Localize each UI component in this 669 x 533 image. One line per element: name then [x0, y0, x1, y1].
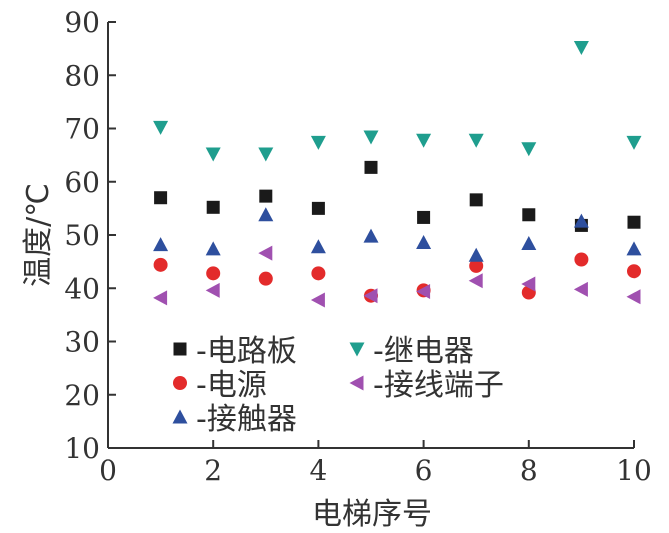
- data-point: [626, 241, 642, 256]
- y-tick-label: 50: [64, 219, 100, 252]
- x-tick-label: 10: [616, 454, 652, 487]
- legend-label: -继电器: [373, 334, 474, 369]
- y-axis-label: 温度/℃: [21, 183, 56, 287]
- y-tick-label: 70: [64, 113, 100, 146]
- data-point: [154, 191, 168, 205]
- data-point: [416, 234, 432, 249]
- data-point: [259, 189, 273, 203]
- legend: -电路板 -继电器 -电源 -接线端子 -接触器: [172, 334, 504, 437]
- data-point: [626, 135, 642, 150]
- data-point: [258, 147, 274, 162]
- data-point: [468, 247, 484, 262]
- legend-marker: [349, 342, 365, 357]
- data-points: [153, 41, 642, 308]
- x-axis-label: 电梯序号: [312, 497, 432, 532]
- data-point: [468, 133, 484, 148]
- data-point: [258, 271, 273, 286]
- data-point: [627, 215, 641, 229]
- x-tick-label: 6: [415, 454, 433, 487]
- data-point: [205, 241, 221, 256]
- data-point: [153, 120, 169, 135]
- data-point: [627, 264, 641, 279]
- data-point: [521, 142, 537, 157]
- data-point: [205, 147, 221, 162]
- data-point: [363, 130, 379, 145]
- legend-label: -电路板: [196, 334, 297, 369]
- data-point: [364, 160, 378, 174]
- data-point: [310, 239, 326, 254]
- x-tick-label: 2: [204, 454, 222, 487]
- legend-marker: [173, 342, 187, 356]
- data-point: [573, 213, 589, 228]
- x-tick-label: 4: [309, 454, 327, 487]
- data-point: [363, 228, 379, 243]
- data-point: [416, 133, 432, 148]
- legend-label: -接线端子: [373, 368, 504, 403]
- data-point: [258, 245, 273, 261]
- y-tick-label: 80: [64, 59, 100, 92]
- data-point: [153, 257, 168, 272]
- x-tick-label: 8: [520, 454, 538, 487]
- y-tick-label: 90: [64, 6, 100, 39]
- data-point: [468, 273, 483, 289]
- data-point: [310, 292, 325, 308]
- data-point: [311, 266, 326, 281]
- y-tick-labels: 10 20 30 40 50 60 70 80 90: [64, 6, 100, 465]
- legend-label: -接触器: [196, 402, 297, 437]
- legend-marker: [349, 375, 364, 391]
- data-point: [626, 289, 641, 305]
- legend-marker: [172, 409, 188, 424]
- legend-marker: [173, 376, 187, 390]
- x-tick-labels: 0 2 4 6 8 10: [99, 454, 652, 487]
- y-tick-label: 60: [64, 166, 100, 199]
- data-point: [205, 282, 220, 298]
- data-point: [521, 276, 536, 292]
- data-point: [363, 288, 378, 304]
- y-tick-label: 10: [64, 432, 100, 465]
- data-point: [416, 283, 431, 299]
- x-tick-label: 0: [99, 454, 117, 487]
- data-point: [206, 266, 221, 281]
- data-point: [469, 193, 483, 207]
- legend-label: -电源: [196, 368, 267, 403]
- axes: [107, 21, 635, 449]
- data-point: [469, 258, 484, 273]
- data-point: [417, 210, 431, 224]
- data-point: [311, 201, 325, 215]
- y-tick-label: 40: [64, 272, 100, 305]
- data-point: [522, 208, 536, 222]
- y-tick-label: 20: [64, 379, 100, 412]
- data-point: [573, 281, 588, 297]
- data-point: [206, 200, 220, 214]
- y-tick-label: 30: [64, 326, 100, 359]
- data-point: [153, 237, 169, 252]
- data-point: [573, 41, 589, 56]
- data-point: [574, 252, 589, 267]
- data-point: [153, 290, 168, 306]
- data-point: [521, 236, 537, 251]
- data-point: [310, 135, 326, 150]
- data-point: [258, 207, 274, 222]
